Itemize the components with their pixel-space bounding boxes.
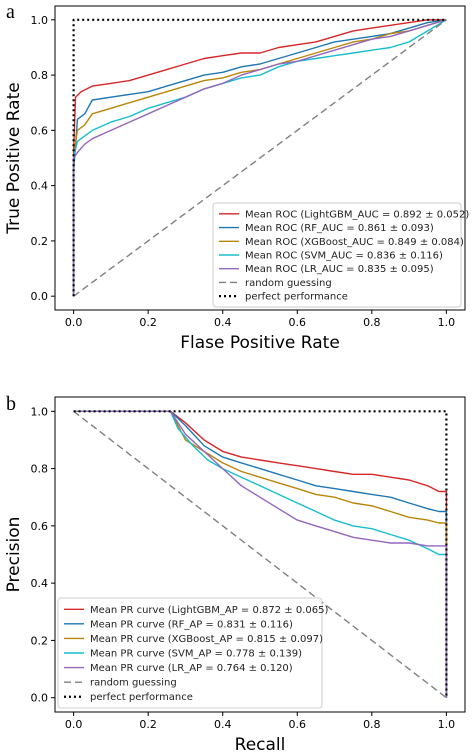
- legend-label: Mean ROC (LR_AUC = 0.835 ± 0.095): [245, 264, 434, 275]
- legend-label: random guessing: [90, 678, 177, 689]
- legend-label: Mean PR curve (SVM_AP = 0.778 ± 0.139): [90, 649, 302, 660]
- legend-label: perfect performance: [245, 292, 348, 303]
- x-tick-label: 0.8: [363, 718, 381, 731]
- series-line: [73, 410, 448, 698]
- legend-label: Mean PR curve (RF_AP = 0.831 ± 0.116): [90, 619, 293, 630]
- x-tick-label: 0.8: [363, 316, 381, 329]
- legend-label: Mean ROC (RF_AUC = 0.861 ± 0.093): [245, 223, 434, 234]
- legend-label: Mean PR curve (XGBoost_AP = 0.815 ± 0.09…: [90, 634, 323, 645]
- legend-label: Mean ROC (XGBoost_AUC = 0.849 ± 0.084): [245, 237, 464, 248]
- x-tick-label: 0.6: [289, 316, 307, 329]
- series-line: [72, 19, 447, 297]
- plot-frame: [54, 5, 466, 311]
- y-tick-label: 0.2: [31, 235, 49, 248]
- x-tick-label: 0.0: [65, 316, 83, 329]
- series-line: [73, 410, 447, 699]
- x-tick-label: 0.4: [214, 316, 232, 329]
- series-line: [73, 410, 448, 698]
- plot-frame: [54, 396, 466, 713]
- chart-panel-b: b 0.0 0.2 0.4 0.6 0.8 1.0 0.0 0.2 0.4 0.6 0.8 1.0 Rec…: [4, 393, 466, 753]
- x-tick-label: 0.2: [139, 718, 157, 731]
- y-axis-title: True Positive Rate: [4, 82, 24, 234]
- series-line: [72, 18, 447, 297]
- series-line: [72, 19, 447, 297]
- y-tick-label: 0.0: [31, 692, 49, 705]
- legend-box: [212, 202, 462, 308]
- legend-label: Mean ROC (LightGBM_AUC = 0.892 ± 0.052): [245, 209, 469, 220]
- x-tick-label: 0.4: [214, 718, 232, 731]
- y-tick-label: 1.0: [31, 405, 49, 418]
- x-tick-label: 1.0: [438, 718, 456, 731]
- legend-label: Mean PR curve (LR_AP = 0.764 ± 0.120): [90, 663, 293, 674]
- legend-label: random guessing: [245, 278, 332, 289]
- legend-label: Mean PR curve (LightGBM_AP = 0.872 ± 0.0…: [90, 605, 328, 616]
- x-axis-title: Flase Positive Rate: [180, 333, 340, 353]
- y-tick-label: 0.6: [31, 124, 49, 137]
- series-line: [73, 410, 448, 698]
- x-tick-label: 0.6: [289, 718, 307, 731]
- series-line: [73, 410, 448, 698]
- x-tick-label: 0.0: [65, 718, 83, 731]
- y-tick-label: 0.8: [31, 463, 49, 476]
- series-line: [72, 19, 447, 297]
- chart-panel-a: a 0.0 0.2 0.4 0.6 0.8 1.0 0.0 0.2 0.4 0.6 0.8 1.0 Fla…: [4, 1, 469, 353]
- legend: Mean ROC (LightGBM_AUC = 0.892 ± 0.052) M…: [212, 202, 469, 308]
- x-axis-title: Recall: [235, 735, 286, 753]
- panel-letter: a: [6, 1, 15, 23]
- legend-box: [57, 597, 323, 709]
- y-tick-label: 0.6: [31, 520, 49, 533]
- y-tick-label: 1.0: [31, 14, 49, 27]
- y-tick-label: 0.4: [31, 577, 49, 590]
- panel-letter: b: [6, 393, 16, 415]
- y-tick-label: 0.4: [31, 180, 49, 193]
- y-tick-label: 0.2: [31, 634, 49, 647]
- x-tick-label: 0.2: [139, 316, 157, 329]
- legend: Mean PR curve (LightGBM_AP = 0.872 ± 0.0…: [57, 597, 328, 709]
- series-line: [73, 19, 447, 297]
- y-tick-label: 0.8: [31, 69, 49, 82]
- legend-label: Mean ROC (SVM_AUC = 0.836 ± 0.116): [245, 251, 443, 262]
- y-tick-label: 0.0: [31, 290, 49, 303]
- y-axis-title: Precision: [4, 517, 24, 593]
- x-tick-label: 1.0: [438, 316, 456, 329]
- series-line: [72, 19, 447, 297]
- legend-label: perfect performance: [90, 692, 193, 703]
